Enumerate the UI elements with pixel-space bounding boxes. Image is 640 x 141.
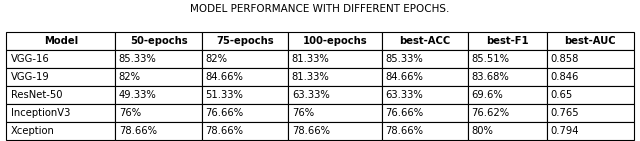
Text: MODEL PERFORMANCE WITH DIFFERENT EPOCHS.: MODEL PERFORMANCE WITH DIFFERENT EPOCHS. [190,4,450,14]
